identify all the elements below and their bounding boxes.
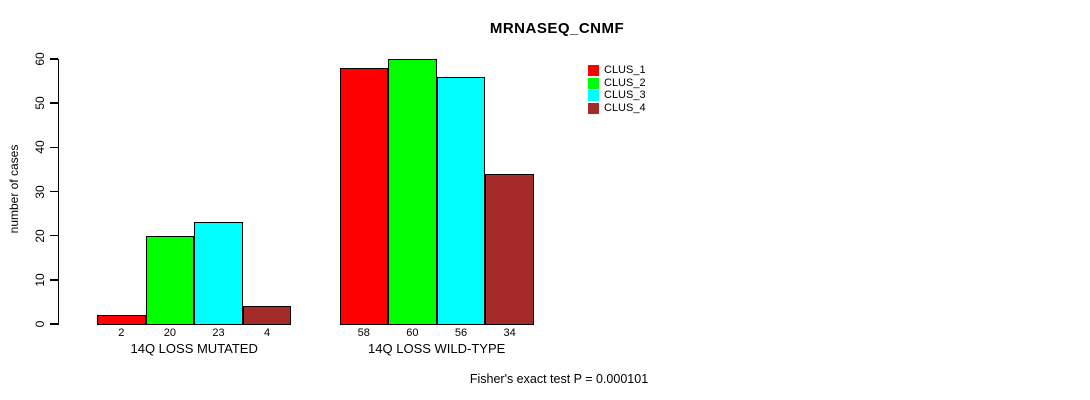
legend-swatch-icon <box>588 102 599 114</box>
legend-label: CLUS_3 <box>604 89 646 102</box>
y-axis-tick <box>49 323 58 325</box>
legend-swatch-icon <box>588 65 599 76</box>
bar-value-label: 58 <box>357 327 370 339</box>
legend-swatch-icon <box>588 77 599 89</box>
bar-clus_1-2 <box>339 67 389 325</box>
y-tick-label: 40 <box>33 140 47 155</box>
legend-item: CLUS_3 <box>588 89 646 102</box>
y-axis-tick <box>49 234 58 237</box>
bar-clus_3-2 <box>436 76 486 325</box>
bar-value-label: 4 <box>264 327 271 339</box>
y-axis-line <box>57 58 59 325</box>
y-tick-label: 60 <box>33 52 47 66</box>
bar-clus_4-1 <box>242 306 292 325</box>
legend-label: CLUS_2 <box>604 76 646 89</box>
bar-clus_1-1 <box>97 315 146 325</box>
legend-item: CLUS_1 <box>588 65 646 76</box>
group-label: 14Q LOSS MUTATED <box>130 341 258 356</box>
legend-label: CLUS_4 <box>604 101 646 114</box>
y-tick-label: 30 <box>33 184 47 199</box>
bar-value-label: 2 <box>118 327 125 339</box>
y-tick-label: 20 <box>33 228 47 243</box>
bar-value-label: 23 <box>212 327 225 339</box>
legend-label: CLUS_1 <box>604 64 646 76</box>
bar-clus_4-2 <box>485 173 534 325</box>
legend-item: CLUS_4 <box>588 101 646 114</box>
y-axis-tick <box>49 279 58 281</box>
legend: CLUS_1 CLUS_2 CLUS_3 CLUS_4 <box>588 65 646 114</box>
group-label: 14Q LOSS WILD-TYPE <box>368 341 506 356</box>
y-tick-label: 0 <box>33 320 47 328</box>
y-axis-tick <box>49 190 58 193</box>
bar-value-label: 20 <box>163 327 177 339</box>
bar-value-label: 60 <box>406 327 419 339</box>
fisher-test-annotation: Fisher's exact test P = 0.000101 <box>469 372 649 386</box>
legend-item: CLUS_2 <box>588 76 646 89</box>
bar-value-label: 34 <box>503 327 516 339</box>
y-axis-label: number of cases <box>7 144 21 234</box>
bar-clus_2-2 <box>388 59 437 325</box>
bar-clus_2-1 <box>145 235 195 325</box>
chart-title: MRNASEQ_CNMF <box>489 20 625 37</box>
y-axis-tick <box>49 58 58 60</box>
y-axis-tick <box>49 102 58 104</box>
y-tick-label: 50 <box>33 96 47 110</box>
y-tick-label: 10 <box>33 273 47 287</box>
bar-clus_3-1 <box>194 222 243 325</box>
y-axis-tick <box>49 146 58 149</box>
legend-swatch-icon <box>588 90 599 102</box>
bar-value-label: 56 <box>454 327 468 339</box>
